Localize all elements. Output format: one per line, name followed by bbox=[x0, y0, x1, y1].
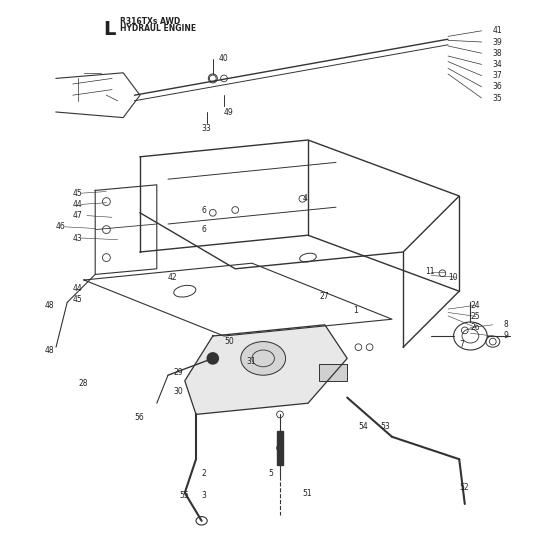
Text: 1: 1 bbox=[353, 306, 357, 315]
Text: 5: 5 bbox=[269, 469, 274, 478]
Text: 34: 34 bbox=[493, 60, 502, 69]
Bar bbox=[277, 431, 283, 465]
Text: 4: 4 bbox=[302, 194, 307, 203]
Text: 54: 54 bbox=[358, 422, 368, 431]
Bar bbox=[319, 364, 347, 381]
Text: 49: 49 bbox=[224, 108, 234, 116]
Text: 36: 36 bbox=[493, 82, 502, 91]
Text: 26: 26 bbox=[470, 323, 480, 332]
Circle shape bbox=[207, 353, 218, 364]
Text: 50: 50 bbox=[224, 337, 234, 346]
Text: 53: 53 bbox=[381, 422, 390, 431]
Text: 45: 45 bbox=[73, 189, 82, 198]
Text: 38: 38 bbox=[493, 49, 502, 58]
Text: HYDRAUL ENGINE: HYDRAUL ENGINE bbox=[120, 24, 197, 32]
Text: 51: 51 bbox=[302, 489, 312, 498]
Text: 9: 9 bbox=[504, 332, 509, 340]
Text: 6: 6 bbox=[202, 206, 207, 214]
Text: 8: 8 bbox=[504, 320, 508, 329]
Text: 48: 48 bbox=[45, 301, 54, 310]
Text: R316TXs AWD: R316TXs AWD bbox=[120, 17, 181, 26]
Text: 44: 44 bbox=[73, 200, 82, 209]
Text: 10: 10 bbox=[448, 273, 458, 282]
Text: 48: 48 bbox=[45, 346, 54, 354]
Text: 2: 2 bbox=[202, 469, 206, 478]
Bar bbox=[319, 364, 347, 381]
Text: 52: 52 bbox=[459, 483, 469, 492]
Text: 24: 24 bbox=[470, 301, 480, 310]
Text: 55: 55 bbox=[179, 491, 189, 500]
Text: 43: 43 bbox=[73, 234, 82, 242]
Text: 37: 37 bbox=[493, 71, 502, 80]
Text: 56: 56 bbox=[134, 413, 144, 422]
Text: 41: 41 bbox=[493, 26, 502, 35]
Text: 31: 31 bbox=[246, 357, 256, 366]
Text: 7: 7 bbox=[459, 340, 464, 349]
Text: 28: 28 bbox=[78, 379, 88, 388]
Text: 44: 44 bbox=[73, 284, 82, 293]
Text: 39: 39 bbox=[493, 38, 502, 46]
Text: 47: 47 bbox=[73, 211, 82, 220]
Text: 42: 42 bbox=[168, 273, 178, 282]
Text: 29: 29 bbox=[174, 368, 183, 377]
Text: 6: 6 bbox=[202, 225, 207, 234]
Text: L: L bbox=[104, 20, 116, 39]
Text: 40: 40 bbox=[218, 54, 228, 63]
Text: 35: 35 bbox=[493, 94, 502, 102]
Text: 33: 33 bbox=[202, 124, 211, 133]
Text: 25: 25 bbox=[470, 312, 480, 321]
Text: 27: 27 bbox=[319, 292, 329, 301]
Text: 11: 11 bbox=[426, 267, 435, 276]
Ellipse shape bbox=[241, 342, 286, 375]
Text: 3: 3 bbox=[202, 491, 207, 500]
Text: 45: 45 bbox=[73, 295, 82, 304]
Text: 30: 30 bbox=[174, 388, 183, 396]
Polygon shape bbox=[185, 325, 347, 414]
Text: 46: 46 bbox=[56, 222, 66, 231]
